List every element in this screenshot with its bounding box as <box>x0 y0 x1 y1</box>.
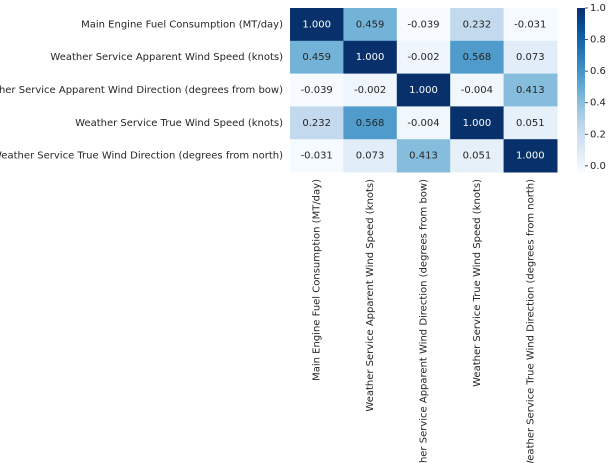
cell-label: -0.039 <box>407 19 439 30</box>
heatmap-cell <box>396 139 451 173</box>
colorbar-tick-label: 0.8 <box>590 35 606 46</box>
colorbar <box>577 8 585 172</box>
colorbar-tick-label: 0.2 <box>590 129 606 140</box>
cell-label: -0.002 <box>354 85 386 96</box>
heatmap-cell <box>343 73 398 107</box>
heatmap-cell <box>450 106 505 140</box>
colorbar-tick-label: 1.0 <box>590 3 606 14</box>
heatmap-cell <box>503 106 558 140</box>
cell-label: 0.459 <box>302 52 331 63</box>
colorbar-tick-label: 0.4 <box>590 98 606 109</box>
heatmap-cell <box>343 106 398 140</box>
cell-label: 1.000 <box>302 19 331 30</box>
cell-label: 1.000 <box>409 85 438 96</box>
heatmap-cell <box>503 40 558 75</box>
cell-label: -0.039 <box>301 85 333 96</box>
cell-label: 1.000 <box>463 118 492 129</box>
cell-label: 0.568 <box>356 118 385 129</box>
cell-label: 0.051 <box>463 151 492 162</box>
x-tick-label: Weather Service True Wind Direction (deg… <box>525 179 536 463</box>
heatmap-cell <box>450 8 505 42</box>
heatmap-cell <box>396 106 451 140</box>
heatmap-cell <box>343 40 398 75</box>
colorbar-tick-label: 0.0 <box>590 161 606 172</box>
cell-label: -0.004 <box>461 85 493 96</box>
x-tick-label: Main Engine Fuel Consumption (MT/day) <box>312 179 323 381</box>
cell-label: -0.031 <box>514 19 546 30</box>
x-tick-label: Weather Service Apparent Wind Direction … <box>419 179 430 463</box>
cell-label: 1.000 <box>516 151 545 162</box>
cell-label: 0.459 <box>356 19 385 30</box>
cell-label: 0.413 <box>409 151 438 162</box>
y-tick-label: Weather Service True Wind Direction (deg… <box>0 151 283 162</box>
heatmap-cell <box>396 8 451 42</box>
cell-label: -0.002 <box>407 52 439 63</box>
heatmap-cell <box>450 73 505 107</box>
y-tick-label: Weather Service Apparent Wind Direction … <box>0 85 283 96</box>
colorbar-tick-label: 0.6 <box>590 66 606 77</box>
y-tick-label: Weather Service Apparent Wind Speed (kno… <box>50 52 283 63</box>
heatmap-cell <box>290 40 344 75</box>
heatmap-cell <box>396 73 451 107</box>
heatmap-cell <box>290 8 344 42</box>
heatmap-cell <box>290 106 344 140</box>
cell-label: 0.051 <box>516 118 545 129</box>
y-tick-label: Main Engine Fuel Consumption (MT/day) <box>81 19 283 30</box>
cell-label: 0.232 <box>302 118 331 129</box>
heatmap-cell <box>343 8 398 42</box>
heatmap-cell <box>503 73 558 107</box>
heatmap-cell <box>290 73 344 107</box>
heatmap-cell <box>290 139 344 173</box>
cell-label: 1.000 <box>356 52 385 63</box>
heatmap-cell <box>396 40 451 75</box>
heatmap-cell <box>450 40 505 75</box>
x-tick-label: Weather Service True Wind Speed (knots) <box>472 179 483 387</box>
heatmap-cell <box>503 8 558 42</box>
cell-label: -0.031 <box>301 151 333 162</box>
cell-label: 0.073 <box>356 151 385 162</box>
cell-label: -0.004 <box>407 118 439 129</box>
cell-label: 0.073 <box>516 52 545 63</box>
x-tick-label: Weather Service Apparent Wind Speed (kno… <box>365 179 376 412</box>
cell-label: 0.413 <box>516 85 545 96</box>
heatmap-cell <box>450 139 505 173</box>
cell-label: 0.568 <box>463 52 492 63</box>
y-tick-label: Weather Service True Wind Speed (knots) <box>75 118 283 129</box>
cell-label: 0.232 <box>463 19 492 30</box>
heatmap-cell <box>503 139 558 173</box>
heatmap-cell <box>343 139 398 173</box>
